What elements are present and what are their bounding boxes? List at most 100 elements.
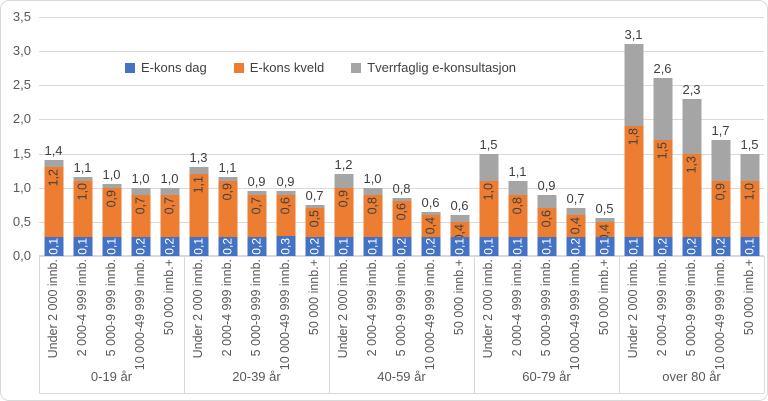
group-separator-line bbox=[184, 256, 185, 393]
bar-total-label: 1,0 bbox=[160, 170, 179, 186]
bar-slot: 1,8 0,1 3,1 bbox=[619, 17, 648, 256]
group-separator-line bbox=[619, 256, 620, 393]
segment-e-kons-kveld bbox=[305, 208, 324, 243]
bar-slot: 0,9 0,2 1,7 bbox=[706, 17, 735, 256]
legend-swatch-blue bbox=[125, 62, 135, 73]
segment-e-kons-kveld bbox=[421, 215, 440, 243]
segment-tverrfaglig bbox=[479, 153, 498, 181]
category-label-cell: 5 000-9 999 innb. bbox=[532, 259, 561, 363]
category-label: 2 000-4 999 innb. bbox=[75, 259, 90, 357]
orange-segment-value-label: 0,5 bbox=[307, 210, 322, 228]
segment-e-kons-kveld bbox=[392, 201, 411, 243]
orange-segment-value-label: 0,7 bbox=[249, 196, 264, 214]
bar-total-label: 1,1 bbox=[508, 163, 527, 179]
category-label-cell: 2 000-4 999 innb. bbox=[358, 259, 387, 363]
stacked-bar: 1,0 0,1 bbox=[740, 153, 759, 256]
category-label: Under 2 000 innb. bbox=[46, 259, 61, 359]
segment-tverrfaglig bbox=[740, 153, 759, 181]
category-label: Under 2 000 innb. bbox=[481, 259, 496, 359]
blue-segment-value-label: 0,1 bbox=[508, 237, 527, 256]
orange-segment-value-label: 0,8 bbox=[510, 196, 525, 214]
group-separator-line bbox=[329, 256, 330, 393]
category-label: Under 2 000 innb. bbox=[191, 259, 206, 359]
segment-e-kons-kveld bbox=[247, 194, 266, 243]
bar-slot: 0,6 0,2 0,8 bbox=[387, 17, 416, 256]
orange-segment-value-label: 1,3 bbox=[684, 155, 699, 173]
blue-segment-value-text: 0,1 bbox=[626, 238, 641, 255]
blue-segment-value-text: 0,2 bbox=[713, 238, 728, 255]
bar-total-label: 0,6 bbox=[421, 194, 440, 210]
segment-e-kons-kveld bbox=[711, 180, 730, 243]
bar-total-label: 0,9 bbox=[247, 174, 266, 190]
blue-segment-value-label: 0,1 bbox=[189, 237, 208, 256]
blue-segment-value-text: 0,2 bbox=[655, 238, 670, 255]
gridline bbox=[39, 85, 764, 87]
bar-slot: 1,0 0,1 1,1 bbox=[68, 17, 97, 256]
blue-segment-value-label: 0,1 bbox=[624, 237, 643, 256]
bar-slot: 0,4 0,1 0,6 bbox=[445, 17, 474, 256]
category-label: Under 2 000 innb. bbox=[336, 259, 351, 359]
blue-segment-value-label: 0,1 bbox=[73, 237, 92, 256]
blue-segment-value-label: 0,2 bbox=[247, 237, 266, 256]
segment-e-kons-kveld bbox=[218, 180, 237, 243]
bar-total-label: 1,7 bbox=[711, 122, 730, 138]
bar-group: 1,1 0,1 1,3 0,9 0,2 1,1 0,7 0,2 0,9 0,6 0,3 0,9 0,5 0… bbox=[184, 17, 329, 256]
y-axis-tick-label: 1,0 bbox=[12, 179, 31, 195]
orange-segment-value-label: 0,6 bbox=[278, 196, 293, 214]
segment-e-kons-kveld bbox=[566, 215, 585, 243]
segment-e-kons-kveld bbox=[508, 194, 527, 250]
segment-e-kons-kveld bbox=[276, 194, 295, 236]
bar-group: 0,9 0,1 1,2 0,8 0,1 1,0 0,6 0,2 0,8 0,4 0,2 0,6 0,4 0… bbox=[329, 17, 474, 256]
blue-segment-value-text: 0,2 bbox=[568, 238, 583, 255]
segment-tverrfaglig bbox=[276, 191, 295, 195]
segment-tverrfaglig bbox=[218, 177, 237, 181]
orange-segment-value-label: 0,9 bbox=[104, 189, 119, 208]
segment-tverrfaglig bbox=[653, 78, 672, 140]
gridline bbox=[39, 153, 764, 155]
group-separator-line bbox=[474, 256, 475, 393]
bar-slot: 0,9 0,1 1,0 bbox=[97, 17, 126, 256]
bar-slot: 1,1 0,1 1,3 bbox=[184, 17, 213, 256]
legend-label: Tverrfaglig e-konsultasjon bbox=[367, 60, 517, 75]
bar-slot: 0,6 0,3 0,9 bbox=[271, 17, 300, 256]
bar-group: 1,2 0,1 1,4 1,0 0,1 1,1 0,9 0,1 1,0 0,7 0,2 1,0 0,7 0… bbox=[39, 17, 184, 256]
age-group-label: 40-59 år bbox=[377, 369, 426, 384]
segment-tverrfaglig bbox=[363, 187, 382, 195]
category-label: 2 000-4 999 innb. bbox=[510, 259, 525, 357]
category-label-cell: 10 000-49 999 innb. bbox=[126, 259, 155, 370]
bar-total-label: 0,9 bbox=[276, 174, 295, 190]
bar-total-label: 0,7 bbox=[566, 191, 585, 207]
category-label: 50 000 innb.+ bbox=[742, 259, 757, 336]
bar-total-label: 0,6 bbox=[450, 198, 469, 214]
blue-segment-value-text: 0,1 bbox=[539, 238, 554, 255]
category-label: 5 000-9 999 innb. bbox=[539, 259, 554, 357]
orange-segment-value-label: 1,0 bbox=[481, 182, 496, 201]
bar-total-label: 1,5 bbox=[479, 136, 498, 152]
group-separator-line bbox=[764, 256, 765, 393]
segment-e-kons-kveld bbox=[624, 126, 643, 250]
y-axis-tick-label: 3,0 bbox=[12, 43, 31, 59]
category-label-cell: 10 000-49 999 innb. bbox=[271, 259, 300, 370]
blue-segment-value-label: 0,2 bbox=[682, 237, 701, 256]
bar-slot: 0,5 0,2 0,7 bbox=[300, 17, 329, 256]
orange-segment-value-label: 1,5 bbox=[655, 141, 670, 160]
segment-tverrfaglig bbox=[537, 194, 556, 209]
category-label: 10 000-49 999 innb. bbox=[278, 259, 293, 371]
blue-segment-value-label: 0,2 bbox=[421, 237, 440, 256]
category-label-cell: 5 000-9 999 innb. bbox=[387, 259, 416, 363]
bar-total-label: 1,2 bbox=[334, 157, 353, 173]
orange-segment-value-label: 0,8 bbox=[365, 196, 380, 214]
category-label-cell: 50 000 innb.+ bbox=[590, 259, 619, 363]
bar-total-label: 0,7 bbox=[305, 187, 324, 203]
category-label-cell: 50 000 innb.+ bbox=[445, 259, 474, 363]
bar-slot: 0,8 0,1 1,1 bbox=[503, 17, 532, 256]
blue-segment-value-label: 0,1 bbox=[595, 237, 614, 256]
y-axis-tick-label: 1,5 bbox=[12, 145, 31, 161]
orange-segment-value-label: 1,0 bbox=[75, 182, 90, 201]
legend-item-tverrfaglig: Tverrfaglig e-konsultasjon bbox=[351, 60, 516, 75]
orange-segment-value-label: 0,9 bbox=[220, 182, 235, 201]
blue-segment-value-text: 0,1 bbox=[191, 238, 206, 255]
category-label: 10 000-49 999 innb. bbox=[713, 259, 728, 371]
blue-segment-value-label: 0,3 bbox=[276, 237, 295, 256]
category-label: 10 000-49 999 innb. bbox=[423, 259, 438, 371]
